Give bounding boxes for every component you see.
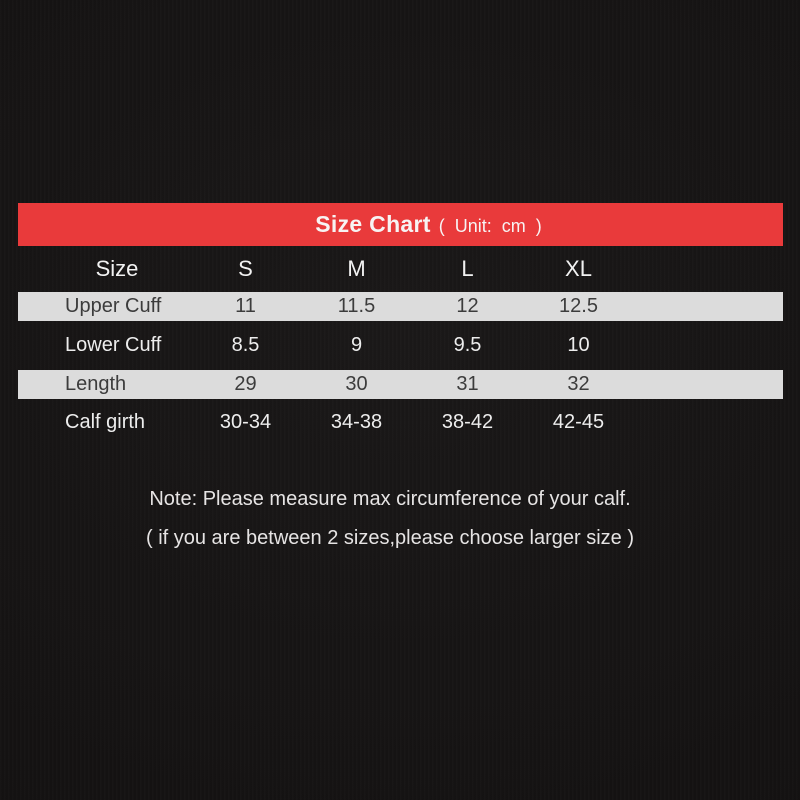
row-label: Upper Cuff (65, 295, 162, 317)
cell-lower-cuff-s: 8.5 (231, 334, 260, 356)
cell-calf-girth-s: 30-34 (219, 411, 272, 433)
column-header-m: M (347, 256, 366, 281)
cell-length-m: 30 (345, 373, 368, 395)
note-line-2: ( if you are between 2 sizes,please choo… (145, 527, 635, 549)
column-header-l: L (461, 256, 474, 281)
cell-upper-cuff-m: 11.5 (337, 295, 376, 317)
cell-lower-cuff-m: 9 (350, 334, 363, 356)
cell-length-l: 31 (456, 373, 479, 395)
cell-calf-girth-m: 34-38 (330, 411, 383, 433)
cell-upper-cuff-s: 11 (235, 295, 256, 317)
title-main: Size Chart (315, 211, 431, 237)
cell-calf-girth-l: 38-42 (441, 411, 494, 433)
cell-lower-cuff-l: 9.5 (453, 334, 482, 356)
cell-length-s: 29 (234, 373, 257, 395)
column-header-s: S (238, 256, 253, 281)
table-row-lower-cuff: Lower Cuff 8.5 9 9.5 10 (18, 321, 783, 370)
table-row-calf-girth: Calf girth 30-34 34-38 38-42 42-45 (18, 399, 783, 446)
table-row-upper-cuff: Upper Cuff 11 11.5 12 12.5 (18, 292, 783, 321)
row-label: Calf girth (65, 411, 146, 433)
size-table: Size S M L XL Upper Cuff 11 11.5 12 12.5… (18, 246, 783, 446)
column-header-xl: XL (565, 256, 592, 281)
cell-upper-cuff-l: 12 (456, 295, 479, 317)
measurement-note: Note: Please measure max circumference o… (0, 480, 780, 558)
table-row-length: Length 29 30 31 32 (18, 370, 783, 399)
cell-length-xl: 32 (567, 373, 590, 395)
title-unit: ( Unit: cm ) (438, 216, 542, 236)
row-label: Lower Cuff (65, 334, 162, 356)
title-text-group: Size Chart ( Unit: cm ) (315, 211, 541, 238)
size-chart-title-bar: Size Chart ( Unit: cm ) (18, 203, 783, 246)
row-label: Length (65, 373, 127, 395)
cell-lower-cuff-xl: 10 (567, 334, 590, 356)
column-header-size: Size (95, 256, 139, 281)
cell-calf-girth-xl: 42-45 (552, 411, 605, 433)
note-line-1: Note: Please measure max circumference o… (149, 488, 631, 510)
cell-upper-cuff-xl: 12.5 (559, 295, 598, 317)
table-header-row: Size S M L XL (18, 246, 783, 292)
